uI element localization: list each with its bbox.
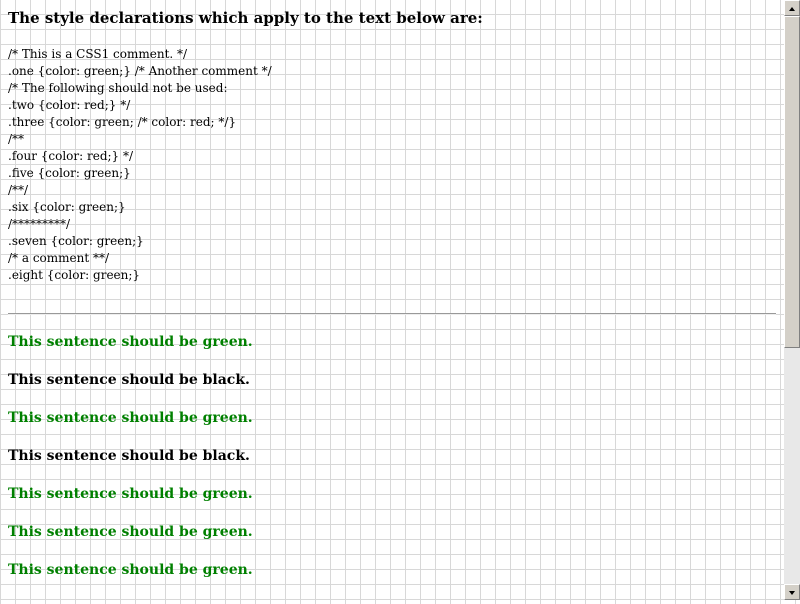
- sentence: This sentence should be green.: [8, 562, 253, 578]
- code-line: .one {color: green;} /* Another comment …: [8, 64, 272, 78]
- sentence: This sentence should be green.: [8, 524, 253, 540]
- code-line: .six {color: green;}: [8, 200, 126, 214]
- heading: The style declarations which apply to th…: [8, 9, 483, 27]
- horizontal-rule: [8, 313, 776, 315]
- code-line: /* a comment **/: [8, 251, 110, 265]
- code-line: .two {color: red;} */: [8, 98, 131, 112]
- code-line: /*********/: [8, 217, 71, 231]
- sentence: This sentence should be green.: [8, 334, 253, 350]
- code-line: .five {color: green;}: [8, 166, 131, 180]
- down-icon: [789, 591, 795, 595]
- sentence: This sentence should be green.: [8, 486, 253, 502]
- scroll-down[interactable]: [784, 584, 800, 600]
- up-icon: [789, 7, 795, 11]
- code-line: /**: [8, 132, 25, 146]
- document: The style declarations which apply to th…: [8, 9, 776, 578]
- code-line: .three {color: green; /* color: red; */}: [8, 115, 237, 129]
- code-line: .seven {color: green;}: [8, 234, 144, 248]
- code-line: /* This is a CSS1 comment. */: [8, 47, 188, 61]
- scroll-up[interactable]: [784, 0, 800, 16]
- sentence: This sentence should be black.: [8, 448, 250, 464]
- sentence: This sentence should be black.: [8, 372, 250, 388]
- code-line: .eight {color: green;}: [8, 268, 141, 282]
- code-line: /* The following should not be used:: [8, 81, 228, 95]
- sentence: This sentence should be green.: [8, 410, 253, 426]
- scroll-thumb[interactable]: [784, 16, 800, 348]
- code-line: /**/: [8, 183, 29, 197]
- scrollbar[interactable]: [784, 0, 800, 600]
- code-line: .four {color: red;} */: [8, 149, 134, 163]
